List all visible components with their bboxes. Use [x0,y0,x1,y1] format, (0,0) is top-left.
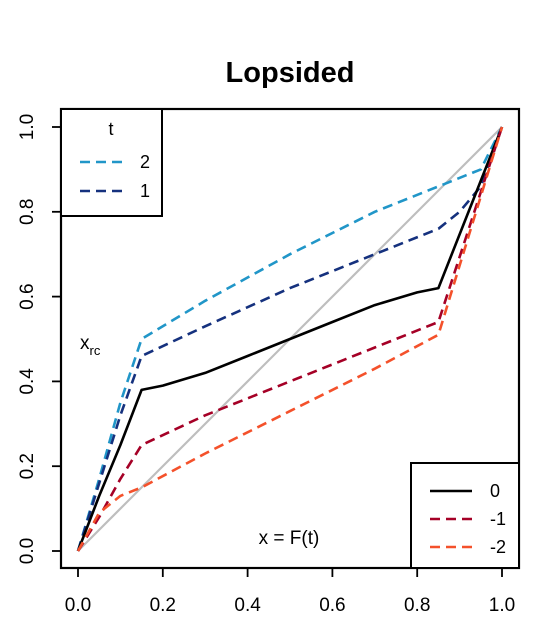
x-tick-label: 0.6 [319,595,345,616]
legend-label: 1 [140,181,150,201]
series-line-neg2 [76,126,504,552]
y-tick-label: 0.0 [17,538,38,564]
series-line-0 [76,126,504,552]
x-tick-label: 0.4 [234,595,261,616]
series-line-neg1 [76,126,504,552]
x-axis: 0.0 0.2 0.4 0.6 0.8 1.0 [65,567,515,616]
legend-label: -1 [490,509,506,529]
legend-upper: t 2 1 [60,108,163,217]
xlabel-annotation: x = F(t) [259,528,320,549]
x-tick-label: 0.8 [404,595,430,616]
ylabel-annotation: xrc [80,333,101,358]
legend-label: 0 [490,481,500,501]
x-tick-label: 0.0 [65,595,91,616]
series-layer [76,126,504,552]
legend-upper-box [60,108,163,217]
chart-title: Lopsided [226,57,355,89]
y-tick-label: 0.2 [17,453,38,479]
legend-label: 2 [140,152,150,172]
y-tick-label: 0.8 [17,199,38,225]
y-tick-label: 0.6 [17,283,38,309]
series-line-1 [76,126,504,552]
series-line-2 [76,126,504,552]
ylabel-annotation-text: xrc [80,333,101,358]
y-tick-label: 1.0 [17,114,38,140]
legend-lower-box [410,462,520,569]
y-axis: 0.0 0.2 0.4 0.6 0.8 1.0 [17,114,62,564]
legend-upper-title: t [108,119,113,139]
legend-lower: 0 -1 -2 [410,462,520,569]
x-tick-label: 1.0 [489,595,515,616]
legend-label: -2 [490,537,506,557]
y-tick-label: 0.4 [17,368,38,395]
x-tick-label: 0.2 [150,595,176,616]
